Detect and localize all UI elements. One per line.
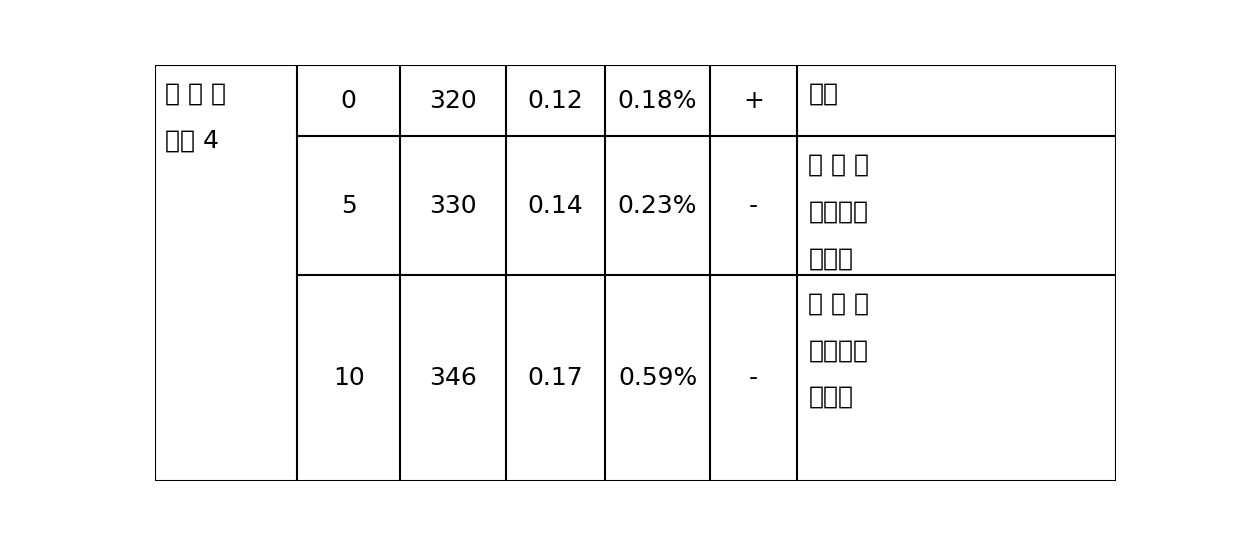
Text: 0.12: 0.12	[527, 89, 583, 112]
Text: +: +	[743, 89, 764, 112]
Text: 0: 0	[341, 89, 357, 112]
Text: 0.17: 0.17	[527, 366, 583, 390]
Text: -: -	[749, 193, 759, 218]
Text: 5: 5	[341, 193, 357, 218]
Text: 346: 346	[429, 366, 477, 390]
Text: 330: 330	[429, 193, 476, 218]
Text: 正常: 正常	[808, 82, 838, 105]
Text: 320: 320	[429, 89, 477, 112]
Text: 对 比 实
施例 4: 对 比 实 施例 4	[165, 82, 226, 152]
Text: 10: 10	[332, 366, 365, 390]
Text: 0.14: 0.14	[527, 193, 583, 218]
Text: 出 现 分
层，流动
性不好: 出 现 分 层，流动 性不好	[808, 153, 869, 271]
Text: 0.59%: 0.59%	[618, 366, 697, 390]
Text: -: -	[749, 366, 759, 390]
Text: 出 现 分
层，流动
性不好: 出 现 分 层，流动 性不好	[808, 292, 869, 409]
Text: 0.18%: 0.18%	[618, 89, 697, 112]
Text: 0.23%: 0.23%	[618, 193, 697, 218]
